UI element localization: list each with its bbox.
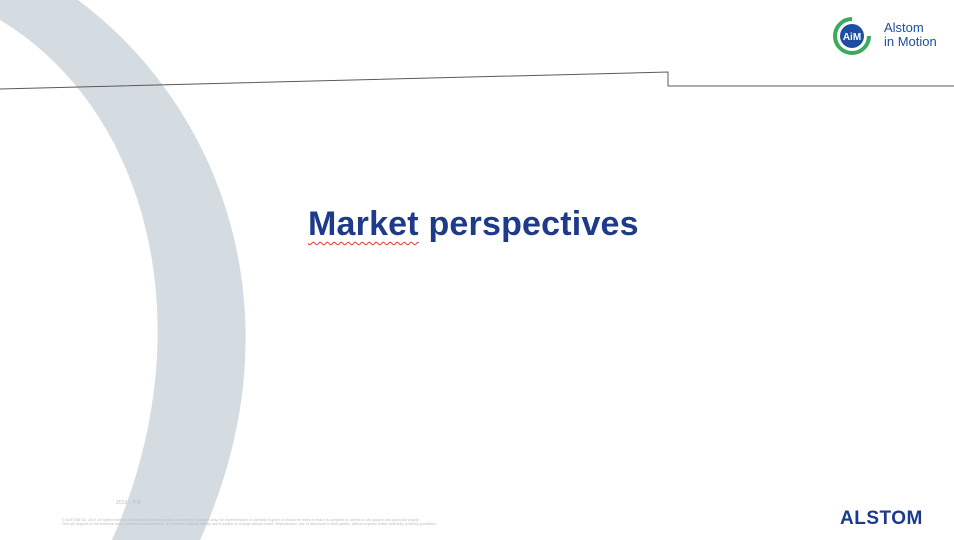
title-word-market: Market xyxy=(308,205,419,243)
alstom-logo: ALSTOM xyxy=(840,508,923,530)
footer-legal-line-2: This will depend on the technical and co… xyxy=(62,522,602,526)
footer-legal-text: © ALSTOM SA, 2019. All rights reserved. … xyxy=(62,518,602,526)
aim-logo-text: Alstom in Motion xyxy=(884,21,937,49)
page-title: Market perspectives xyxy=(308,205,639,244)
aim-logo: AiM Alstom in Motion xyxy=(830,14,950,58)
aim-badge-icon: AiM xyxy=(830,14,876,58)
svg-text:AiM: AiM xyxy=(843,32,861,43)
footer-page-info: 2019 – P 8 xyxy=(116,500,140,506)
title-word-perspectives: perspectives xyxy=(428,205,638,243)
